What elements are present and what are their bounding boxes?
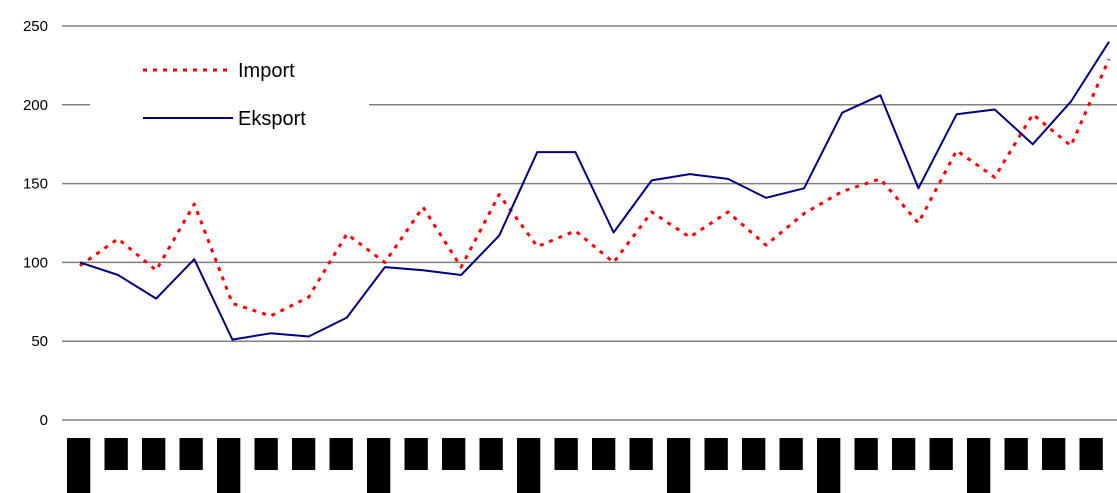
- x-category-block: [367, 438, 391, 493]
- legend-background: [90, 50, 369, 150]
- x-category-block: [629, 438, 653, 470]
- x-category-block: [817, 438, 841, 493]
- x-category-block: [479, 438, 503, 470]
- x-axis-category-blocks: [67, 438, 1103, 493]
- x-category-block: [142, 438, 166, 470]
- x-category-block: [517, 438, 541, 493]
- x-category-block: [704, 438, 728, 470]
- x-category-block: [592, 438, 616, 470]
- x-category-block: [854, 438, 878, 470]
- series-lines: [79, 41, 1111, 341]
- x-category-block: [1004, 438, 1028, 470]
- x-category-block: [442, 438, 466, 470]
- x-category-block: [292, 438, 316, 470]
- x-category-block: [1042, 438, 1066, 470]
- series-line-eksport: [79, 41, 1110, 341]
- y-tick-label: 250: [23, 18, 48, 35]
- x-category-block: [667, 438, 691, 493]
- y-tick-label: 50: [31, 333, 48, 350]
- x-category-block: [217, 438, 241, 493]
- series-line-import: [79, 58, 1111, 318]
- legend-import-label: Import: [238, 60, 295, 82]
- x-category-block: [779, 438, 803, 470]
- legend: Import Eksport: [90, 50, 369, 150]
- x-category-block: [104, 438, 128, 470]
- y-tick-label: 200: [23, 97, 48, 114]
- x-category-block: [67, 438, 91, 493]
- y-tick-label: 150: [23, 176, 48, 193]
- x-category-block: [967, 438, 991, 493]
- x-category-block: [179, 438, 203, 470]
- x-category-block: [892, 438, 916, 470]
- x-category-block: [554, 438, 578, 470]
- x-category-block: [742, 438, 766, 470]
- x-category-block: [1079, 438, 1103, 470]
- y-axis-labels: 0 50 100 150 200 250: [23, 18, 48, 429]
- x-category-block: [404, 438, 428, 470]
- y-tick-label: 100: [23, 254, 48, 271]
- x-category-block: [329, 438, 353, 470]
- legend-eksport-label: Eksport: [238, 108, 306, 130]
- x-category-block: [929, 438, 953, 470]
- x-category-block: [254, 438, 278, 470]
- y-tick-label: 0: [40, 412, 48, 429]
